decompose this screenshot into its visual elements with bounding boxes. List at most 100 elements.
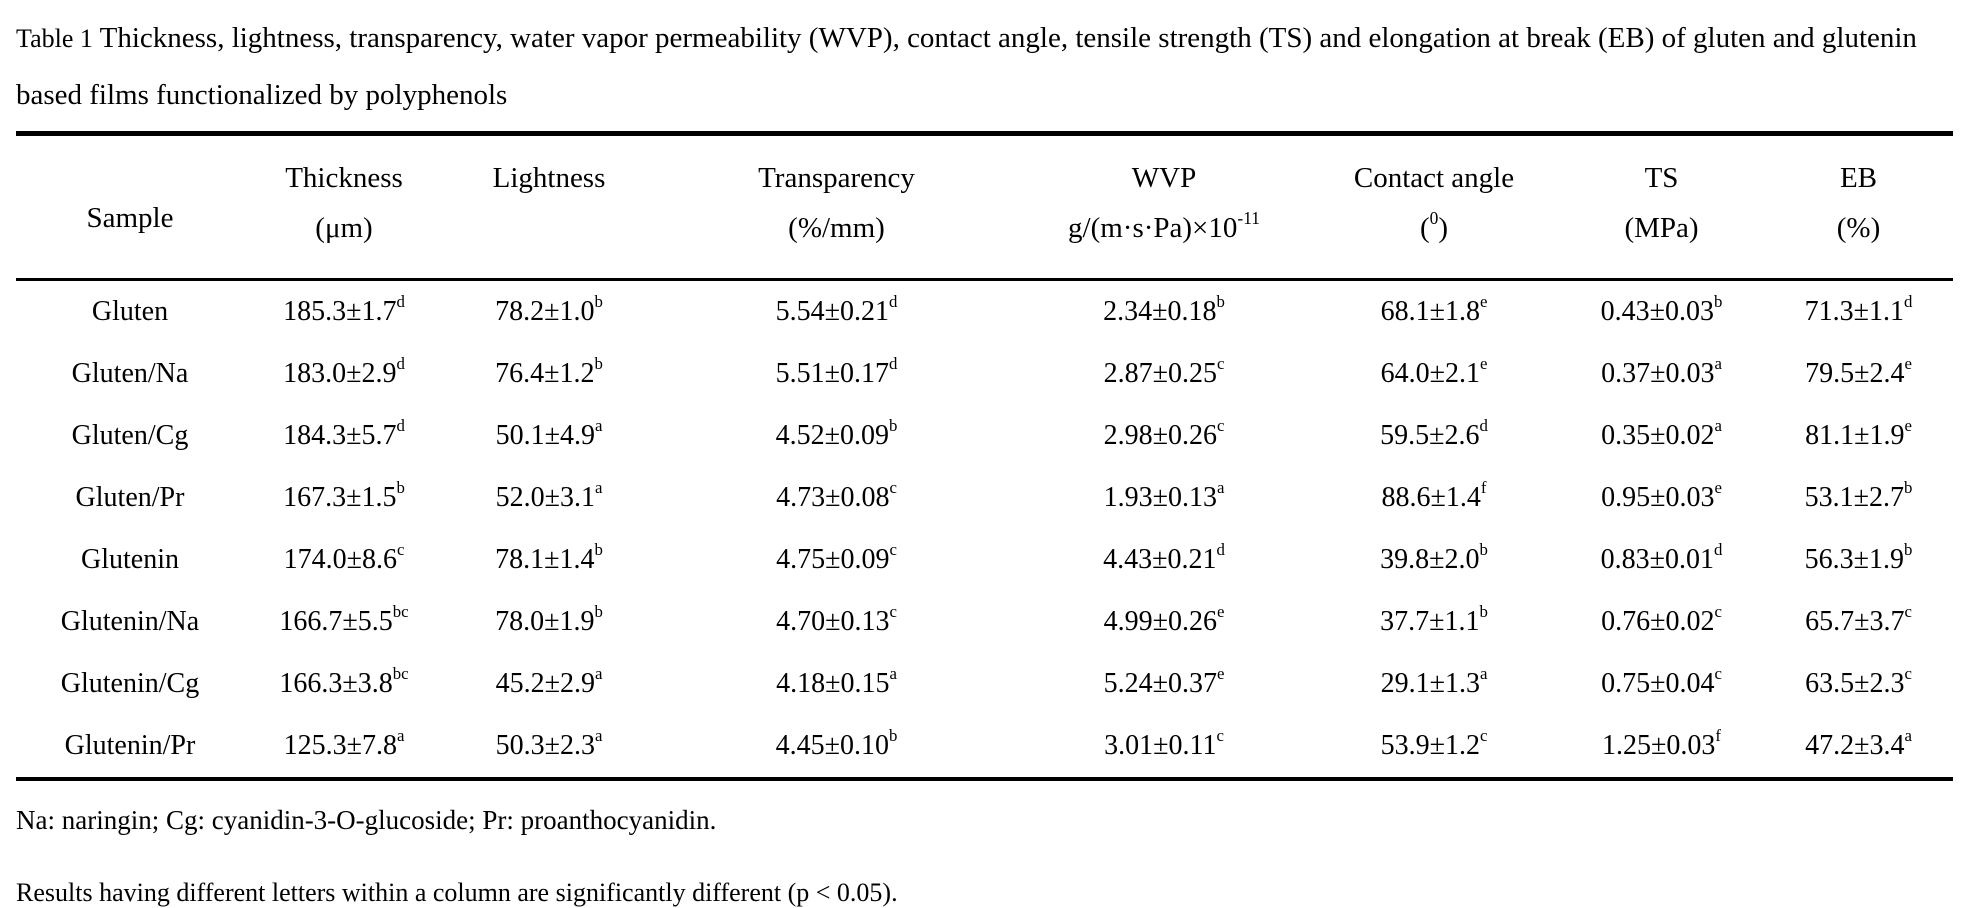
col-header-ts: TS (MPa) — [1559, 134, 1764, 280]
col-header-wvp: WVP g/(m·s·Pa)×10-11 — [1019, 134, 1309, 280]
cell-value: 37.7±1.1 — [1380, 606, 1480, 637]
value-cell: 52.0±3.1a — [444, 467, 654, 529]
significance-letter: bc — [392, 602, 409, 622]
sample-name-cell: Glutenin — [81, 544, 179, 575]
value-cell: 50.1±4.9a — [444, 405, 654, 467]
value-cell: 45.2±2.9a — [444, 653, 654, 715]
table-caption-label: Table 1 — [16, 24, 93, 53]
col-header-label: EB — [1839, 162, 1878, 194]
value-cell: 4.99±0.26e — [1019, 591, 1309, 653]
value-cell: 4.45±0.10b — [654, 715, 1019, 779]
significance-letter: c — [1904, 602, 1912, 622]
cell-value: 78.1±1.4 — [495, 544, 595, 575]
significance-letter: d — [396, 416, 405, 436]
col-header-contact-angle: Contact angle (0) — [1309, 134, 1559, 280]
significance-letter: c — [1904, 664, 1912, 684]
significance-letter: a — [594, 478, 603, 498]
cell-value: 78.0±1.9 — [495, 606, 595, 637]
col-header-unit: (0) — [1309, 202, 1559, 254]
significance-letter: d — [888, 292, 898, 312]
value-cell: 78.1±1.4b — [444, 529, 654, 591]
cell-value: 50.3±2.3 — [495, 730, 595, 761]
cell-value: 1.25±0.03 — [1602, 730, 1716, 761]
value-cell: 0.37±0.03a — [1559, 343, 1764, 405]
cell-value: 47.2±3.4 — [1805, 730, 1905, 761]
significance-letter: a — [1216, 478, 1225, 498]
table-row: Glutenin 174.0±8.6c 78.1±1.4b 4.75±0.09c 4.4… — [16, 529, 1953, 591]
unit-text: (MPa) — [1624, 212, 1699, 244]
table-row: Gluten/Cg 184.3±5.7d 50.1±4.9a 4.52±0.09b 2.… — [16, 405, 1953, 467]
value-cell: 5.24±0.37e — [1019, 653, 1309, 715]
significance-letter: b — [396, 478, 405, 498]
significance-letter: e — [1479, 354, 1488, 374]
cell-value: 4.75±0.09 — [776, 544, 890, 575]
cell-value: 81.1±1.9 — [1805, 420, 1905, 451]
col-header-thickness: Thickness (μm) — [244, 134, 444, 280]
table-row: Gluten/Na 183.0±2.9d 76.4±1.2b 5.51±0.17d 2.… — [16, 343, 1953, 405]
col-header-label: Thickness — [285, 162, 403, 194]
value-cell: 47.2±3.4a — [1764, 715, 1953, 779]
value-cell: 174.0±8.6c — [244, 529, 444, 591]
significance-letter: c — [889, 540, 897, 560]
value-cell: 183.0±2.9d — [244, 343, 444, 405]
unit-text: (%) — [1836, 212, 1881, 244]
cell-value: 68.1±1.8 — [1380, 296, 1480, 327]
value-cell: 37.7±1.1b — [1309, 591, 1559, 653]
value-cell: 0.95±0.03e — [1559, 467, 1764, 529]
cell-value: 174.0±8.6 — [283, 544, 397, 575]
significance-letter: e — [1904, 354, 1912, 374]
col-header-label: Contact angle — [1353, 162, 1515, 194]
value-cell: 167.3±1.5b — [244, 467, 444, 529]
table-row: Gluten/Pr 167.3±1.5b 52.0±3.1a 4.73±0.08c 1.… — [16, 467, 1953, 529]
col-header-unit: g/(m·s·Pa)×10-11 — [1019, 202, 1309, 254]
value-cell: 76.4±1.2b — [444, 343, 654, 405]
value-cell: 81.1±1.9e — [1764, 405, 1953, 467]
table-caption: Table 1 Thickness, lightness, transparen… — [16, 10, 1953, 123]
significance-letter: b — [1903, 478, 1913, 498]
significance-letter: c — [889, 602, 897, 622]
cell-value: 39.8±2.0 — [1380, 544, 1480, 575]
cell-value: 29.1±1.3 — [1380, 668, 1480, 699]
col-header-unit: (%) — [1764, 202, 1953, 254]
value-cell: 185.3±1.7d — [244, 280, 444, 344]
significance-letter: b — [888, 726, 898, 746]
cell-value: 50.1±4.9 — [495, 420, 595, 451]
table-row: Gluten 185.3±1.7d 78.2±1.0b 5.54±0.21d 2.34±… — [16, 280, 1953, 344]
value-cell: 1.25±0.03f — [1559, 715, 1764, 779]
cell-value: 56.3±1.9 — [1804, 544, 1904, 575]
cell-value: 2.34±0.18 — [1103, 296, 1217, 327]
significance-letter: b — [1713, 292, 1723, 312]
sample-name-cell: Gluten/Na — [71, 358, 189, 389]
cell-value: 0.75±0.04 — [1601, 668, 1715, 699]
cell-value: 2.87±0.25 — [1103, 358, 1217, 389]
cell-value: 52.0±3.1 — [495, 482, 595, 513]
cell-value: 76.4±1.2 — [495, 358, 595, 389]
sample-name-cell: Glutenin/Pr — [64, 730, 196, 761]
significance-letter: a — [1714, 416, 1722, 436]
value-cell: 1.93±0.13a — [1019, 467, 1309, 529]
cell-value: 53.1±2.7 — [1804, 482, 1904, 513]
value-cell: 5.54±0.21d — [654, 280, 1019, 344]
col-header-label: WVP — [1131, 162, 1197, 194]
cell-value: 0.95±0.03 — [1601, 482, 1715, 513]
cell-value: 4.45±0.10 — [775, 730, 889, 761]
value-cell: 63.5±2.3c — [1764, 653, 1953, 715]
table-caption-text: Thickness, lightness, transparency, wate… — [16, 22, 1917, 111]
value-cell: 4.75±0.09c — [654, 529, 1019, 591]
value-cell: 0.43±0.03b — [1559, 280, 1764, 344]
sample-name-cell: Glutenin/Na — [60, 606, 200, 637]
col-header-label: Lightness — [492, 162, 606, 194]
value-cell: 64.0±2.1e — [1309, 343, 1559, 405]
cell-value: 0.35±0.02 — [1601, 420, 1715, 451]
significance-letter: b — [594, 292, 603, 312]
value-cell: 68.1±1.8e — [1309, 280, 1559, 344]
value-cell: 166.3±3.8bc — [244, 653, 444, 715]
col-header-label: TS — [1644, 162, 1679, 194]
col-header-sample: Sample — [16, 134, 244, 280]
value-cell: 78.0±1.9b — [444, 591, 654, 653]
significance-letter: c — [889, 478, 897, 498]
cell-value: 79.5±2.4 — [1805, 358, 1905, 389]
cell-value: 185.3±1.7 — [283, 296, 397, 327]
significance-letter: d — [1903, 292, 1913, 312]
significance-letter: c — [1714, 602, 1722, 622]
